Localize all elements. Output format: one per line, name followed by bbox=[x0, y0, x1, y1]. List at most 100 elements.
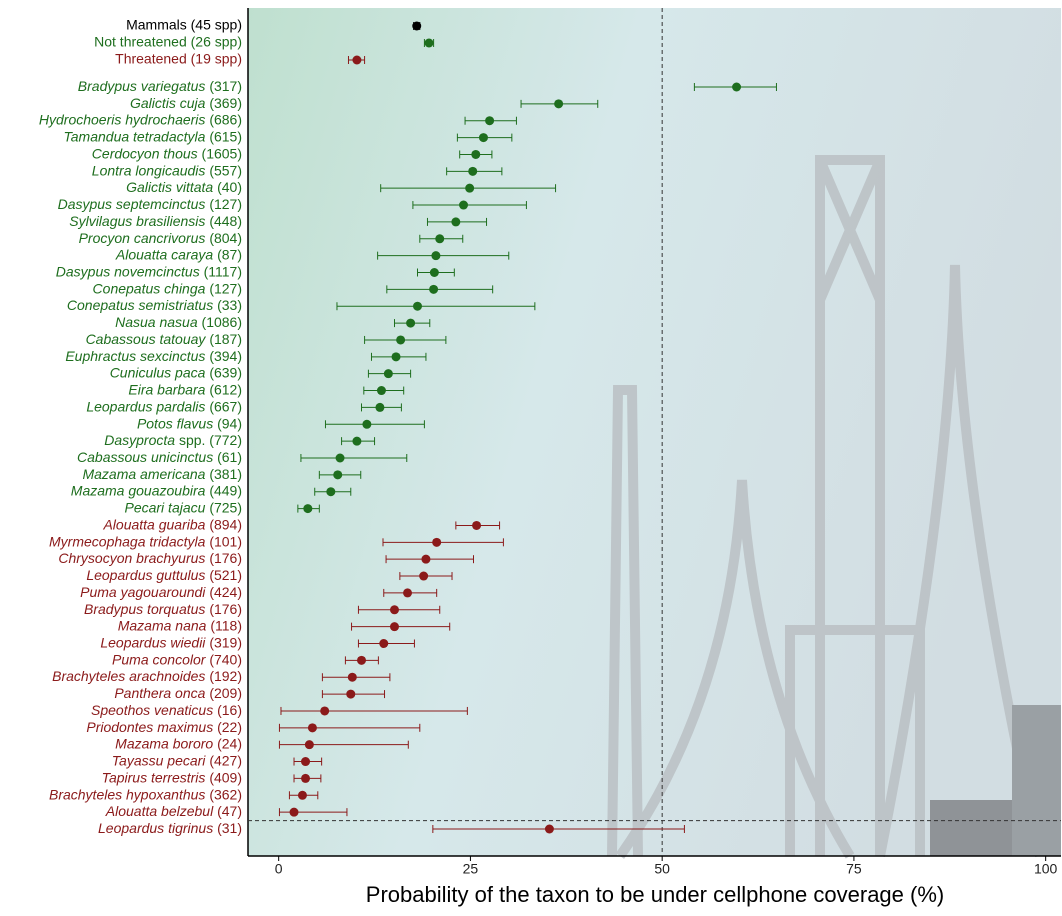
species-label: Bradypus torquatus (176) bbox=[84, 600, 242, 616]
species-name: Nasua nasua bbox=[115, 314, 198, 330]
species-label: Panthera onca (209) bbox=[114, 685, 242, 701]
point bbox=[430, 268, 439, 277]
point bbox=[479, 133, 488, 142]
point bbox=[357, 656, 366, 665]
sample-size: (521) bbox=[209, 567, 242, 583]
species-name: Puma yagouaroundi bbox=[80, 584, 206, 600]
sample-size: (557) bbox=[209, 162, 242, 178]
species-label: Potos flavus (94) bbox=[137, 415, 242, 431]
point bbox=[362, 420, 371, 429]
x-tick-label: 25 bbox=[463, 861, 479, 877]
sample-size: (317) bbox=[209, 78, 242, 94]
sample-size: (639) bbox=[209, 364, 242, 380]
sample-size: (47) bbox=[217, 803, 242, 819]
sample-size: (381) bbox=[209, 466, 242, 482]
species-label: Tayassu pecari (427) bbox=[112, 752, 242, 768]
species-name: Myrmecophaga tridactyla bbox=[49, 533, 206, 549]
species-label: Hydrochoeris hydrochaeris (686) bbox=[39, 111, 242, 127]
decoration bbox=[1012, 705, 1061, 856]
sample-size: (612) bbox=[209, 381, 242, 397]
point bbox=[419, 572, 428, 581]
sample-size: (61) bbox=[217, 449, 242, 465]
sample-size: spp. (772) bbox=[179, 432, 242, 448]
species-name: Leopardus wiedii bbox=[100, 634, 206, 650]
species-name: Pecari tajacu bbox=[124, 499, 205, 515]
x-axis-title: Probability of the taxon to be under cel… bbox=[366, 882, 944, 907]
species-label: Lontra longicaudis (557) bbox=[92, 162, 242, 178]
species-label: Nasua nasua (1086) bbox=[115, 314, 242, 330]
species-label: Conepatus semistriatus (33) bbox=[67, 297, 242, 313]
point bbox=[305, 740, 314, 749]
sample-size: (40) bbox=[217, 179, 242, 195]
species-label: Mazama gouazoubira (449) bbox=[71, 482, 242, 498]
species-name: Mazama gouazoubira bbox=[71, 482, 206, 498]
species-label: Euphractus sexcinctus (394) bbox=[65, 348, 242, 364]
species-name: Cuniculus paca bbox=[110, 364, 206, 380]
sample-size: (127) bbox=[209, 280, 242, 296]
species-label: Priodontes maximus (22) bbox=[86, 719, 242, 735]
point bbox=[352, 437, 361, 446]
species-name: Speothos venaticus bbox=[91, 702, 213, 718]
point bbox=[432, 538, 441, 547]
sample-size: (894) bbox=[209, 516, 242, 532]
species-name: Eira barbara bbox=[128, 381, 205, 397]
species-name: Procyon cancrivorus bbox=[79, 229, 206, 245]
sample-size: (725) bbox=[209, 499, 242, 515]
species-label: Cuniculus paca (639) bbox=[110, 364, 242, 380]
sample-size: (31) bbox=[217, 820, 242, 836]
species-name: Potos flavus bbox=[137, 415, 213, 431]
row-label: Not threatened (26 spp) bbox=[94, 34, 242, 50]
point bbox=[459, 201, 468, 210]
point bbox=[298, 791, 307, 800]
point bbox=[390, 622, 399, 631]
sample-size: (209) bbox=[209, 685, 242, 701]
point bbox=[406, 319, 415, 328]
species-label: Galictis cuja (369) bbox=[130, 95, 242, 111]
species-name: Bradypus variegatus bbox=[78, 78, 206, 94]
species-name: Hydrochoeris hydrochaeris bbox=[39, 111, 206, 127]
species-name: Brachyteles hypoxanthus bbox=[49, 786, 205, 802]
sample-size: (16) bbox=[217, 702, 242, 718]
species-label: Pecari tajacu (725) bbox=[124, 499, 242, 515]
sample-size: (424) bbox=[209, 584, 242, 600]
species-label: Tapirus terrestris (409) bbox=[102, 769, 242, 785]
species-label: Brachyteles arachnoides (192) bbox=[52, 668, 242, 684]
sample-size: (187) bbox=[209, 331, 242, 347]
row-label: Threatened (19 spp) bbox=[115, 51, 242, 67]
species-label: Puma yagouaroundi (424) bbox=[80, 584, 242, 600]
species-label: Dasyprocta spp. (772) bbox=[104, 432, 242, 448]
point bbox=[290, 808, 299, 817]
sample-size: (1086) bbox=[202, 314, 242, 330]
species-label: Puma concolor (740) bbox=[112, 651, 242, 667]
species-label: Cabassous tatouay (187) bbox=[86, 331, 242, 347]
species-label: Brachyteles hypoxanthus (362) bbox=[49, 786, 242, 802]
sample-size: (127) bbox=[209, 196, 242, 212]
species-label: Conepatus chinga (127) bbox=[93, 280, 242, 296]
species-name: Lontra longicaudis bbox=[92, 162, 206, 178]
sample-size: (87) bbox=[217, 246, 242, 262]
species-label: Alouatta guariba (894) bbox=[102, 516, 242, 532]
x-tick-label: 50 bbox=[654, 861, 670, 877]
species-label: Speothos venaticus (16) bbox=[91, 702, 242, 718]
species-name: Dasypus septemcinctus bbox=[58, 196, 206, 212]
point bbox=[472, 521, 481, 530]
species-name: Mazama bororo bbox=[115, 735, 213, 751]
sample-size: (118) bbox=[210, 617, 242, 633]
species-label: Dasypus novemcinctus (1117) bbox=[56, 263, 242, 279]
species-name: Dasypus novemcinctus bbox=[56, 263, 200, 279]
species-name: Alouatta guariba bbox=[102, 516, 205, 532]
species-name: Conepatus semistriatus bbox=[67, 297, 213, 313]
point bbox=[403, 588, 412, 597]
sample-size: (427) bbox=[209, 752, 242, 768]
sample-size: (319) bbox=[209, 634, 242, 650]
point bbox=[392, 352, 401, 361]
point bbox=[425, 39, 434, 48]
point bbox=[421, 555, 430, 564]
species-name: Brachyteles arachnoides bbox=[52, 668, 205, 684]
species-name: Mazama nana bbox=[118, 617, 207, 633]
point bbox=[412, 22, 421, 31]
row-label: Mammals (45 spp) bbox=[126, 17, 242, 33]
point bbox=[431, 251, 440, 260]
point bbox=[732, 83, 741, 92]
species-label: Bradypus variegatus (317) bbox=[78, 78, 242, 94]
